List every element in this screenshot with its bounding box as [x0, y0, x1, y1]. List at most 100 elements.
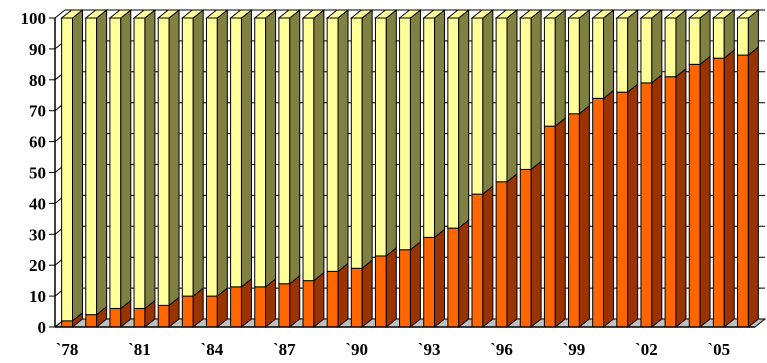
- y-tick-label: 0: [38, 318, 47, 337]
- bar-segment-upper: [230, 17, 242, 288]
- bar-top-face: [446, 9, 471, 19]
- x-tick-label: `96: [490, 340, 513, 359]
- bar-side-upper: [168, 8, 180, 307]
- bar-segment-lower: [85, 314, 98, 328]
- bar-side-upper: [627, 8, 639, 94]
- bar-segment-lower: [205, 295, 218, 328]
- bar-side-upper: [458, 8, 470, 230]
- bar-segment-upper: [133, 17, 146, 309]
- bar-segment-upper: [181, 17, 194, 297]
- bar-segment-upper: [568, 17, 580, 115]
- bar-segment-lower: [664, 76, 677, 328]
- bar-top-face: [663, 9, 688, 19]
- bar-side-upper: [313, 8, 325, 282]
- bar-top-face: [84, 9, 109, 19]
- bar-segment-upper: [495, 17, 508, 183]
- x-tick-labels: `78 `81 `84 `87 `90 `93 `96 `99 `02 `05: [56, 340, 730, 359]
- bar-segment-lower: [616, 91, 629, 328]
- bar-side-lower: [434, 228, 446, 329]
- x-tick-label: `05: [707, 340, 730, 359]
- y-tick-label: 50: [29, 164, 46, 183]
- bar-top-face: [349, 9, 374, 19]
- bar-side-lower: [699, 55, 711, 329]
- bar-segment-lower: [133, 307, 146, 328]
- bar-segment-upper: [664, 17, 677, 78]
- bar-segment-lower: [712, 57, 725, 328]
- bar-segment-lower: [568, 113, 580, 328]
- bar-segment-upper: [157, 17, 170, 306]
- bar-segment-lower: [374, 255, 387, 328]
- x-tick-label: `84: [201, 340, 224, 359]
- y-tick-labels: 0 10 20 30 40 50 60 70 80 90 100: [21, 9, 47, 337]
- bar-side-lower: [747, 46, 759, 329]
- bar-segment-lower: [302, 280, 315, 328]
- chart-axes: [49, 17, 755, 328]
- bar-top-face: [398, 9, 422, 19]
- bar-side-upper: [144, 8, 156, 310]
- bar-side-lower: [458, 219, 470, 329]
- bar-columns: [60, 8, 760, 329]
- bar-top-face: [591, 9, 615, 19]
- bar-segment-upper: [85, 17, 98, 316]
- bar-segment-upper: [109, 17, 122, 309]
- bar-top-face: [422, 9, 446, 19]
- bar-top-face: [736, 9, 760, 19]
- bar-side-upper: [530, 8, 542, 171]
- bar-side-upper: [506, 8, 518, 183]
- bar-side-lower: [530, 160, 542, 329]
- bar-side-lower: [578, 104, 590, 329]
- bar-segment-lower: [278, 283, 291, 328]
- bar-top-face: [711, 9, 736, 19]
- bar-top-face: [615, 9, 640, 19]
- bar-top-face: [132, 9, 157, 19]
- bar-top-face: [542, 9, 567, 19]
- bar-top-face: [108, 9, 133, 19]
- y-tick-label: 100: [21, 9, 47, 28]
- bar-top-face: [229, 9, 253, 19]
- bar-segment-lower: [688, 63, 701, 328]
- bar-segment-upper: [616, 17, 629, 93]
- y-tick-label: 70: [29, 102, 46, 121]
- y-tick-label: 20: [29, 256, 46, 275]
- bar-top-face: [494, 9, 519, 19]
- bar-segment-upper: [61, 17, 74, 322]
- bar-side-upper: [120, 8, 132, 310]
- bar-segment-lower: [543, 125, 556, 328]
- bar-segment-lower: [326, 270, 339, 328]
- bar-segment-upper: [374, 17, 387, 257]
- bar-side-upper: [434, 8, 446, 239]
- bar-side-lower: [627, 83, 639, 329]
- bar-side-upper: [482, 8, 494, 196]
- bar-segment-lower: [423, 236, 436, 328]
- bar-segment-upper: [737, 17, 749, 56]
- bar-side-lower: [385, 246, 397, 329]
- bar-side-lower: [289, 274, 301, 329]
- bar-side-upper: [265, 8, 277, 288]
- bar-segment-upper: [205, 17, 218, 297]
- bar-side-lower: [675, 67, 687, 329]
- bar-top-face: [518, 9, 543, 19]
- bar-segment-upper: [447, 17, 460, 229]
- bar-side-upper: [240, 8, 252, 288]
- bar-side-upper: [651, 8, 663, 84]
- bar-side-upper: [409, 8, 421, 251]
- bar-side-upper: [361, 8, 373, 270]
- bar-segment-lower: [157, 304, 170, 328]
- bar-side-lower: [482, 185, 494, 329]
- bar-side-upper: [385, 8, 397, 257]
- bar-side-upper: [578, 8, 590, 115]
- bar-side-upper: [699, 8, 711, 66]
- bar-top-face: [639, 9, 664, 19]
- bar-segment-lower: [254, 286, 267, 328]
- bar-segment-lower: [109, 307, 122, 328]
- bar-segment-upper: [399, 17, 411, 251]
- bar-segment-lower: [399, 249, 411, 328]
- bar-segment-upper: [471, 17, 484, 195]
- bar-side-upper: [72, 8, 83, 322]
- x-tick-label: `78: [56, 340, 79, 359]
- y-tick-label: 10: [29, 287, 46, 306]
- bar-side-upper: [289, 8, 301, 285]
- bar-segment-lower: [592, 97, 605, 328]
- bar-side-lower: [603, 89, 615, 329]
- bar-segment-lower: [640, 82, 653, 328]
